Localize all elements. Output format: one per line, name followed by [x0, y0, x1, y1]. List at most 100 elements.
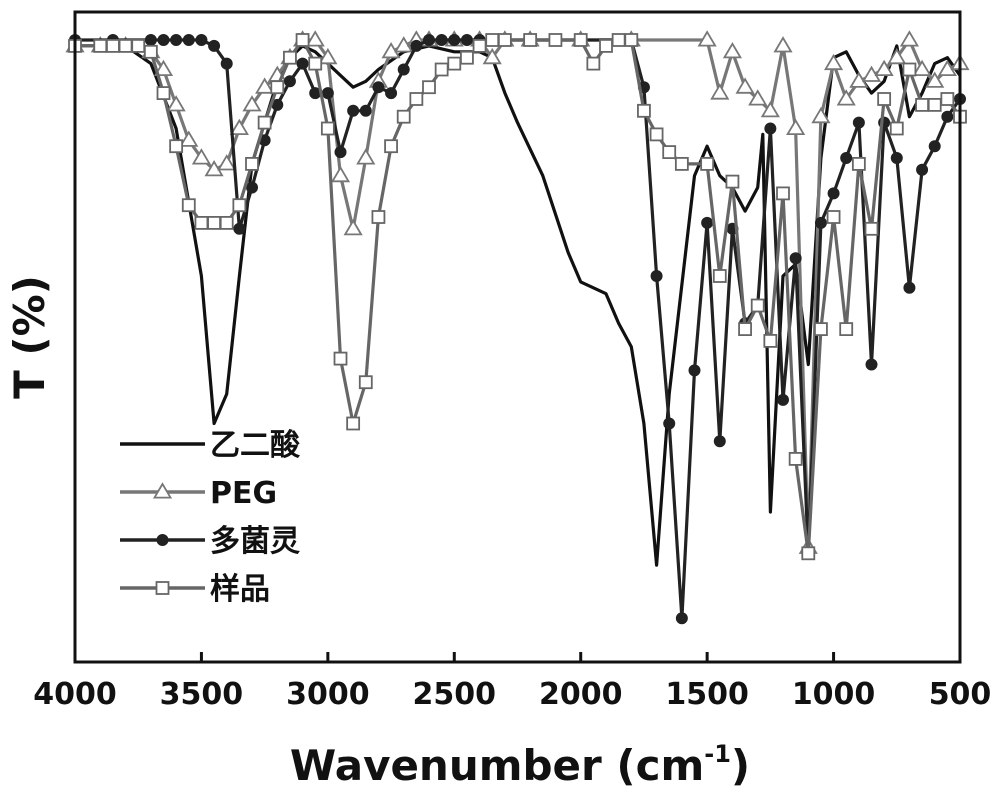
data-point-3	[106, 39, 120, 53]
data-point-3	[712, 269, 727, 283]
x-tick-label: 1500	[665, 677, 749, 712]
data-point-1	[191, 148, 212, 165]
data-point-3	[320, 121, 335, 136]
data-point-3	[725, 174, 740, 189]
legend-item-2: 多菌灵	[120, 524, 300, 559]
data-point-3	[472, 39, 487, 53]
data-point-legend-2	[156, 534, 169, 546]
data-point-1	[760, 101, 780, 118]
data-point-2	[650, 270, 663, 282]
data-point-2	[182, 34, 195, 46]
data-point-2	[410, 39, 423, 52]
data-point-3	[700, 156, 715, 171]
data-point-3	[927, 98, 942, 112]
data-point-1	[861, 65, 882, 82]
data-point-1	[748, 89, 768, 106]
data-point-3	[839, 322, 854, 337]
data-point-3	[460, 50, 474, 65]
data-point-2	[460, 34, 473, 46]
data-point-1	[735, 77, 755, 94]
data-point-1	[925, 71, 945, 88]
x-axis-title: Wavenumber (cm-1)	[290, 740, 750, 790]
data-point-2	[397, 63, 410, 76]
data-point-2	[827, 187, 840, 200]
data-point-3	[814, 322, 828, 337]
data-point-3	[637, 103, 651, 118]
data-point-1	[722, 42, 743, 59]
data-point-3	[864, 221, 879, 236]
data-point-1	[255, 77, 275, 94]
data-point-2	[144, 34, 157, 46]
data-point-3	[776, 186, 790, 201]
data-point-1	[356, 148, 376, 165]
data-point-3	[333, 351, 348, 366]
data-point-3	[611, 33, 626, 47]
data-point-1	[710, 83, 730, 100]
data-point-3	[801, 546, 816, 561]
data-point-3	[93, 39, 108, 53]
data-point-2	[347, 104, 360, 117]
data-point-1	[823, 53, 844, 71]
x-tick-label: 1000	[792, 677, 876, 712]
data-point-3	[131, 39, 146, 53]
x-tick-label: 3000	[286, 677, 370, 712]
data-point-1	[343, 219, 363, 236]
data-point-2	[764, 122, 777, 135]
legend-label: 样品	[210, 572, 270, 607]
data-point-3	[497, 33, 512, 47]
data-point-3	[409, 92, 424, 106]
plot-frame	[73, 10, 962, 664]
data-point-3	[788, 451, 803, 466]
data-point-1	[318, 47, 338, 65]
data-point-2	[852, 116, 865, 129]
data-point-3	[940, 92, 955, 106]
data-point-3	[889, 121, 904, 136]
data-point-3	[358, 375, 373, 390]
data-point-2	[663, 417, 676, 430]
data-point-2	[359, 104, 372, 117]
data-point-3	[207, 215, 221, 230]
data-point-2	[789, 252, 802, 265]
data-point-2	[157, 34, 170, 46]
legend-item-1: PEG	[120, 476, 277, 511]
legend-label: PEG	[210, 476, 277, 511]
data-point-1	[899, 30, 920, 47]
data-point-3	[485, 33, 500, 47]
data-point-3	[573, 33, 588, 47]
data-point-3	[649, 127, 664, 142]
x-tick-label: 500	[929, 677, 992, 712]
data-point-3	[738, 322, 752, 337]
data-point-2	[220, 57, 233, 70]
x-tick-label: 4000	[33, 677, 117, 712]
data-point-1	[773, 36, 793, 53]
data-point-1	[836, 89, 856, 106]
data-point-3	[270, 80, 285, 95]
data-point-3	[257, 115, 272, 130]
data-point-1	[697, 30, 717, 47]
data-point-2	[941, 110, 954, 123]
data-point-3	[396, 109, 411, 124]
data-point-3	[447, 56, 462, 71]
legend-item-0: 乙二酸	[120, 428, 301, 463]
data-point-3	[143, 44, 158, 59]
data-point-1	[811, 106, 831, 124]
x-axis: 4000 3500 3000 2500 2000 1500 1000 500	[33, 652, 991, 712]
data-point-3	[219, 215, 234, 230]
data-point-3	[763, 333, 778, 348]
data-point-1	[912, 59, 932, 76]
data-point-3	[674, 156, 689, 171]
data-point-3	[194, 215, 209, 230]
data-point-2	[448, 34, 461, 46]
data-point-1	[330, 165, 351, 183]
data-point-3	[586, 56, 601, 71]
data-point-2	[195, 34, 208, 46]
data-point-1	[305, 30, 325, 47]
data-point-3	[750, 298, 765, 313]
data-point-2	[170, 34, 183, 46]
data-point-3	[902, 62, 917, 77]
data-point-2	[675, 612, 688, 625]
data-point-2	[840, 152, 853, 164]
data-point-3	[384, 139, 398, 154]
x-axis-title-main: Wavenumber (cm	[290, 741, 704, 790]
